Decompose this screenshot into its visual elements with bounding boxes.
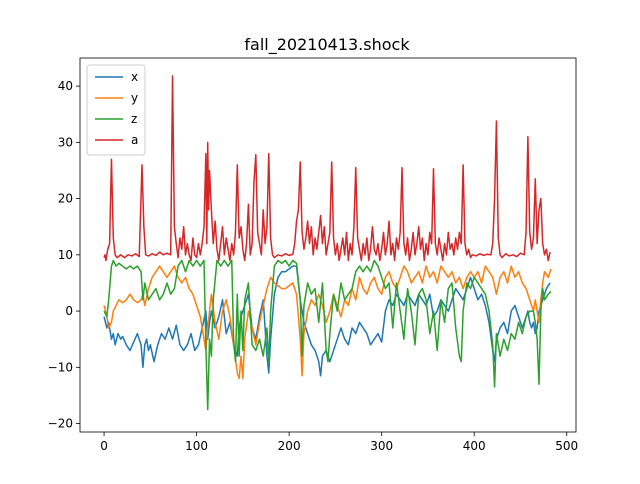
axes-frame bbox=[79, 57, 577, 433]
series-line-z bbox=[103, 259, 552, 411]
legend-label-a: a bbox=[131, 133, 138, 147]
series-line-x bbox=[103, 265, 551, 377]
legend-label-z: z bbox=[131, 112, 137, 126]
plot-area bbox=[103, 75, 552, 411]
x-tick-label: 200 bbox=[278, 439, 301, 453]
x-tick-label: 300 bbox=[370, 439, 393, 453]
y-tick-label: 0 bbox=[65, 304, 73, 318]
x-tick-label: 400 bbox=[463, 439, 486, 453]
y-tick-label: −10 bbox=[48, 360, 73, 374]
x-tick-label: 100 bbox=[185, 439, 208, 453]
legend-label-y: y bbox=[131, 91, 138, 105]
y-tick-label: −20 bbox=[48, 417, 73, 431]
x-tick-label: 0 bbox=[100, 439, 108, 453]
series-line-y bbox=[103, 265, 552, 380]
y-tick-label: 40 bbox=[58, 79, 73, 93]
chart-title: fall_20210413.shock bbox=[244, 35, 410, 55]
legend-box bbox=[86, 64, 146, 156]
y-tick-label: 30 bbox=[58, 135, 73, 149]
x-tick-label: 500 bbox=[555, 439, 578, 453]
y-tick-label: 10 bbox=[58, 248, 73, 262]
axes: 0 100 200 300 400 500 −20 −10 0 10 20 30 40 bbox=[48, 57, 578, 453]
legend-label-x: x bbox=[131, 70, 138, 84]
y-tick-label: 20 bbox=[58, 192, 73, 206]
series-line-a bbox=[103, 75, 551, 262]
